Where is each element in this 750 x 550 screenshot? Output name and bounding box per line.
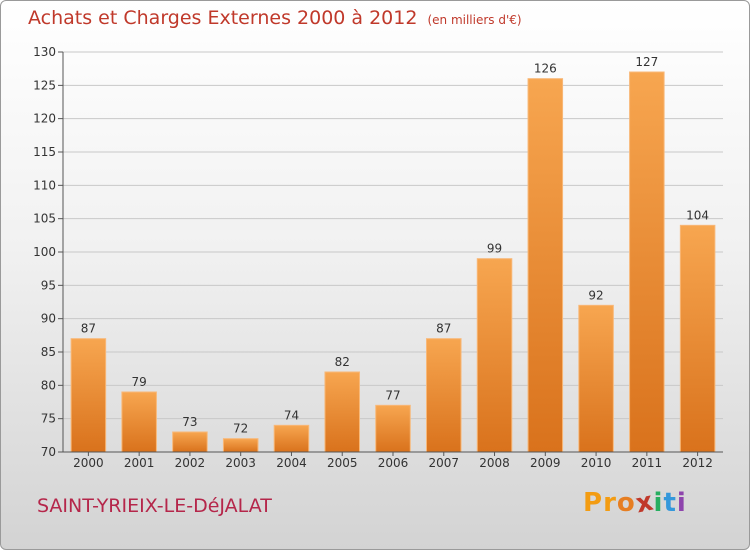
bar-2008 bbox=[476, 258, 513, 453]
bar-2007 bbox=[426, 338, 462, 453]
data-label-2006: 77 bbox=[385, 388, 400, 402]
data-label-2003: 72 bbox=[233, 422, 248, 436]
data-label-2002: 73 bbox=[182, 415, 197, 429]
y-tick-label: 110 bbox=[33, 178, 56, 192]
y-tick-label: 130 bbox=[33, 45, 56, 59]
bar-2009 bbox=[527, 78, 564, 453]
x-tick-label-2001: 2001 bbox=[124, 456, 155, 470]
logo-letter: i bbox=[676, 488, 687, 518]
y-tick-label: 120 bbox=[33, 112, 56, 126]
bar-2005 bbox=[324, 371, 360, 453]
y-tick-label: 105 bbox=[33, 212, 56, 226]
data-label-2004: 74 bbox=[284, 408, 299, 422]
bar-2011 bbox=[629, 71, 665, 453]
bar-2004 bbox=[273, 424, 310, 453]
y-tick-label: 80 bbox=[41, 378, 56, 392]
data-label-2007: 87 bbox=[436, 322, 451, 336]
data-label-2008: 99 bbox=[487, 242, 502, 256]
y-tick-label: 95 bbox=[41, 278, 56, 292]
data-label-2009: 126 bbox=[534, 62, 557, 76]
y-tick-label: 70 bbox=[41, 445, 56, 459]
logo-letter: r bbox=[603, 488, 617, 518]
x-tick-label-2005: 2005 bbox=[327, 456, 358, 470]
data-label-2001: 79 bbox=[132, 375, 147, 389]
proxiti-logo[interactable]: Proxiti bbox=[583, 486, 687, 519]
bar-2003 bbox=[222, 438, 259, 453]
x-tick-label-2004: 2004 bbox=[276, 456, 307, 470]
bar-2010 bbox=[578, 304, 614, 453]
bar-2001 bbox=[121, 391, 157, 453]
logo-letter: i bbox=[653, 488, 664, 518]
x-tick-label-2009: 2009 bbox=[530, 456, 561, 470]
y-tick-label: 90 bbox=[41, 312, 56, 326]
commune-name: SAINT-YRIEIX-LE-DéJALAT bbox=[37, 495, 272, 517]
y-tick-label: 75 bbox=[41, 412, 56, 426]
logo-letter: t bbox=[663, 488, 677, 518]
data-label-2011: 127 bbox=[635, 55, 658, 69]
x-tick-label-2006: 2006 bbox=[378, 456, 409, 470]
bar-2000 bbox=[70, 338, 107, 453]
data-label-2005: 82 bbox=[335, 355, 350, 369]
x-tick-label-2003: 2003 bbox=[225, 456, 256, 470]
y-tick-label: 85 bbox=[41, 345, 56, 359]
chart-title-block: Achats et Charges Externes 2000 à 2012 (e… bbox=[28, 7, 522, 29]
bar-2002 bbox=[172, 431, 208, 453]
x-tick-label-2007: 2007 bbox=[428, 456, 459, 470]
data-label-2012: 104 bbox=[686, 208, 709, 222]
chart-subtitle: (en milliers d'€) bbox=[427, 13, 522, 27]
x-tick-label-2012: 2012 bbox=[682, 456, 713, 470]
x-tick-label-2008: 2008 bbox=[479, 456, 510, 470]
chart-title: Achats et Charges Externes 2000 à 2012 bbox=[28, 7, 418, 29]
bar-2012 bbox=[679, 224, 716, 453]
logo-letter: o bbox=[616, 488, 636, 518]
x-tick-label-2000: 2000 bbox=[73, 456, 104, 470]
logo-letter: P bbox=[583, 488, 604, 518]
x-tick-label-2011: 2011 bbox=[632, 456, 663, 470]
y-tick-label: 125 bbox=[33, 78, 56, 92]
x-tick-label-2002: 2002 bbox=[175, 456, 206, 470]
x-tick-label-2010: 2010 bbox=[581, 456, 612, 470]
y-tick-label: 100 bbox=[33, 245, 56, 259]
data-label-2000: 87 bbox=[81, 322, 96, 336]
data-label-2010: 92 bbox=[588, 288, 603, 302]
bar-2006 bbox=[375, 404, 411, 453]
y-tick-label: 115 bbox=[33, 145, 56, 159]
